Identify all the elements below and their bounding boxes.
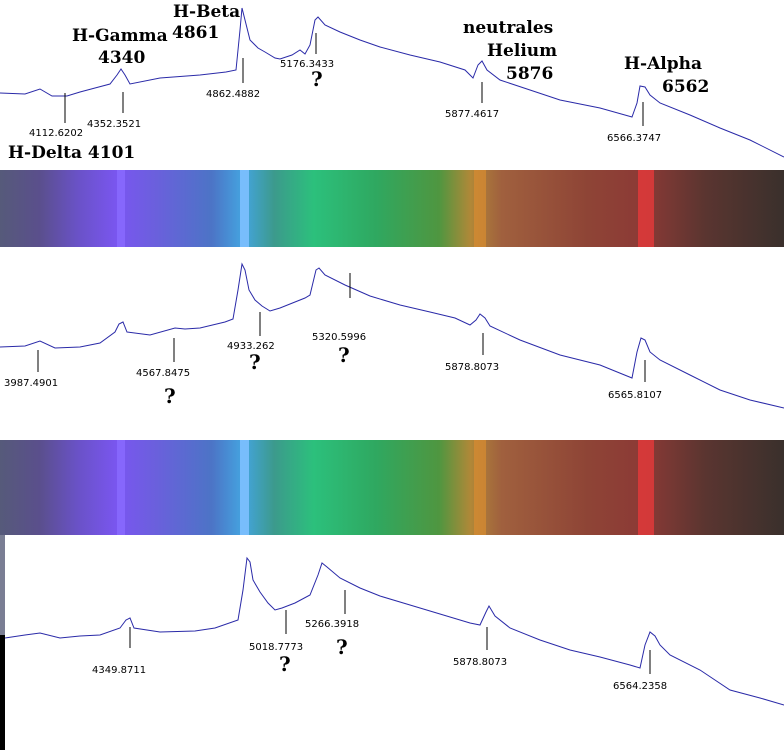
helium-band [474, 440, 486, 535]
marker-wavelength-label: 5878.8073 [453, 657, 507, 668]
marker-wavelength-label: 4567.8475 [136, 368, 190, 379]
h-delta-label: H-Delta 4101 [8, 143, 135, 163]
marker-wavelength-label: 5877.4617 [445, 109, 499, 120]
unidentified-question-mark: ? [336, 635, 348, 659]
panel-3-background [5, 535, 784, 750]
marker-wavelength-label: 3987.4901 [4, 378, 58, 389]
neutrales-label: neutrales [463, 18, 553, 38]
marker-wavelength-label: 4862.4882 [206, 89, 260, 100]
line-labels: H-Beta 4861 H-Gamma 4340 H-Delta 4101 ne… [8, 2, 709, 163]
unidentified-question-mark: ? [338, 343, 350, 367]
helium-wavelength: 5876 [506, 64, 553, 84]
spectrum-trace-2 [0, 262, 784, 409]
unidentified-question-mark: ? [279, 652, 291, 676]
helium-label: Helium [487, 41, 557, 61]
marker-layer: 4112.6202 4352.3521 4862.4882 5176.3433? 587… [4, 33, 667, 692]
marker-wavelength-label: 6566.3747 [607, 133, 661, 144]
left-edge-dark [0, 635, 5, 750]
h-alpha-label: H-Alpha [624, 54, 702, 74]
h-alpha-band [638, 170, 654, 247]
marker-wavelength-label: 5266.3918 [305, 619, 359, 630]
marker-wavelength-label: 5320.5996 [312, 332, 366, 343]
spectrum-trace-3 [4, 556, 784, 706]
h-gamma-wavelength: 4340 [98, 48, 145, 68]
unidentified-question-mark: ? [164, 384, 176, 408]
marker-wavelength-label: 4933.262 [227, 341, 275, 352]
marker-wavelength-label: 6564.2358 [613, 681, 667, 692]
h-gamma-band [117, 440, 125, 535]
spectrum-trace-1 [0, 7, 784, 158]
marker-wavelength-label: 5018.7773 [249, 642, 303, 653]
marker-wavelength-label: 4352.3521 [87, 119, 141, 130]
marker-wavelength-label: 4112.6202 [29, 128, 83, 139]
unidentified-question-mark: ? [249, 350, 261, 374]
h-beta-wavelength: 4861 [172, 23, 219, 43]
h-beta-label: H-Beta [173, 2, 240, 22]
h-alpha-wavelength: 6562 [662, 77, 709, 97]
h-beta-band [240, 170, 249, 247]
spectrum-strip-2 [0, 440, 784, 535]
h-alpha-band [638, 440, 654, 535]
marker-wavelength-label: 5176.3433 [280, 59, 334, 70]
marker-wavelength-label: 4349.8711 [92, 665, 146, 676]
h-beta-band [240, 440, 249, 535]
h-gamma-label: H-Gamma [72, 26, 168, 46]
helium-band [474, 170, 486, 247]
spectrum-strip-1 [0, 170, 784, 247]
h-gamma-band [117, 170, 125, 247]
unidentified-question-mark: ? [311, 67, 323, 91]
marker-wavelength-label: 5878.8073 [445, 362, 499, 373]
left-edge-strip [0, 535, 5, 635]
marker-wavelength-label: 6565.8107 [608, 390, 662, 401]
